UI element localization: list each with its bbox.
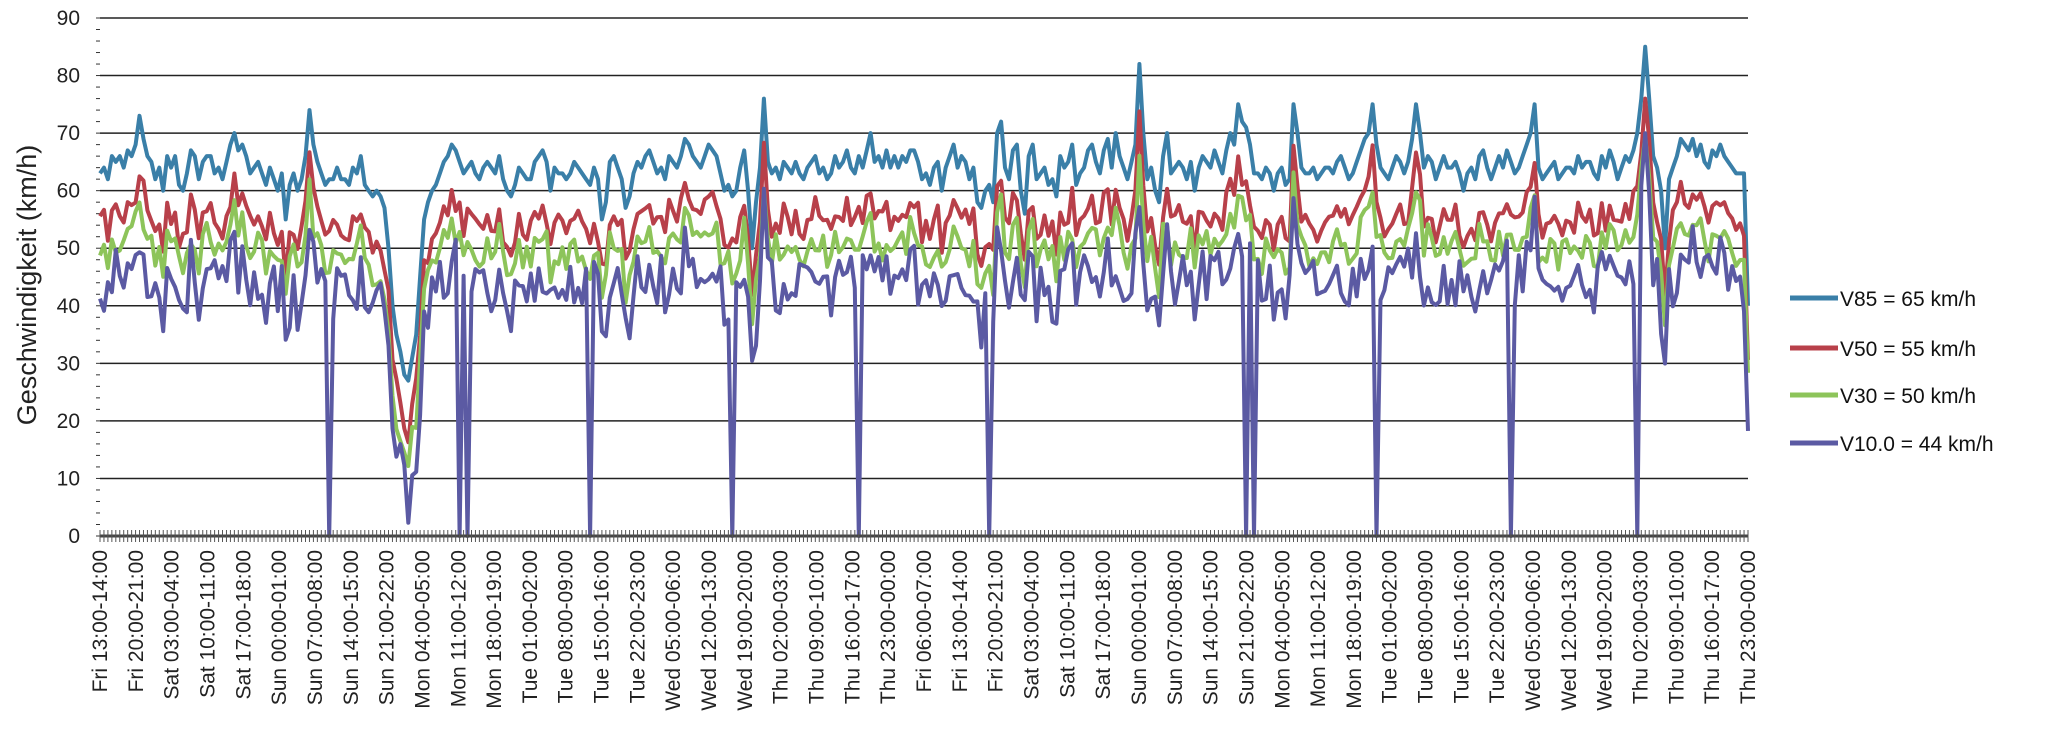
x-tick-label: Thu 23:00-00:00 [877,550,900,704]
x-tick-label: Mon 11:00-12:00 [1307,550,1330,707]
x-tick-label: Tue 15:00-16:00 [591,550,614,703]
x-tick-label: Fri 13:00-14:00 [949,550,972,692]
x-tick-label: Fri 06:00-07:00 [913,550,936,692]
x-tick-label: Sun 00:00-01:00 [1128,550,1151,705]
x-tick-label: Tue 22:00-23:00 [626,550,649,703]
y-tick-label: 20 [57,410,80,433]
x-tick-label: Wed 05:00-06:00 [1522,550,1545,711]
y-tick-label: 50 [57,237,80,260]
x-tick-label: Mon 11:00-12:00 [447,550,470,707]
x-tick-label: Sun 07:00-08:00 [1164,550,1187,705]
x-tick-label: Mon 18:00-19:00 [1343,550,1366,709]
y-tick-label: 0 [68,525,80,548]
x-tick-label: Mon 04:00-05:00 [1271,550,1294,709]
x-tick-label: Tue 22:00-23:00 [1486,550,1509,703]
series-v10 [98,131,1750,538]
legend-item-v50: V50 = 55 km/h [1790,338,1976,361]
y-axis-label: Geschwindigkeit (km/h) [12,145,42,426]
series-v50 [98,96,1750,445]
legend-label-v10: V10.0 = 44 km/h [1840,433,1994,456]
x-tick-label: Sat 17:00-18:00 [1092,550,1115,699]
x-tick-label: Mon 18:00-19:00 [483,550,506,709]
x-tick-label: Thu 09:00-10:00 [806,550,829,704]
x-tick-label: Fri 13:00-14:00 [89,550,112,692]
series-lines [98,44,1750,538]
x-tick-label: Tue 15:00-16:00 [1450,550,1473,703]
x-tick-label: Thu 16:00-17:00 [841,550,864,704]
x-tick-label: Sun 07:00-08:00 [304,550,327,705]
x-tick-label: Sun 00:00-01:00 [268,550,291,705]
y-tick-label: 10 [57,467,80,490]
x-tick-label: Thu 02:00-03:00 [1630,550,1653,704]
legend-item-v30: V30 = 50 km/h [1790,385,1976,408]
x-tick-label: Sun 14:00-15:00 [1200,550,1223,705]
x-tick-label: Sun 14:00-15:00 [340,550,363,705]
y-tick-label: 80 [57,65,80,88]
x-tick-label: Wed 19:00-20:00 [1594,550,1617,711]
x-tick-label: Sun 21:00-22:00 [1235,550,1258,705]
x-tick-label: Fri 20:00-21:00 [985,550,1008,692]
x-tick-label: Tue 08:00-09:00 [555,550,578,703]
series-v30 [98,134,1750,468]
x-tick-label: Tue 01:00-02:00 [519,550,542,703]
y-axis-ticks: 0 10 20 30 40 50 60 70 80 90 [57,7,100,548]
x-tick-label: Tue 01:00-02:00 [1379,550,1402,703]
x-tick-label: Sat 10:00-11:00 [197,550,220,698]
y-tick-label: 60 [57,180,80,203]
x-tick-label: Sat 10:00-11:00 [1056,550,1079,698]
x-tick-label: Wed 19:00-20:00 [734,550,757,711]
x-tick-label: Sat 17:00-18:00 [232,550,255,699]
x-tick-label: Wed 05:00-06:00 [662,550,685,711]
x-tick-label: Sun 21:00-22:00 [376,550,399,705]
legend-label-v85: V85 = 65 km/h [1840,288,1976,311]
legend: V85 = 65 km/h V50 = 55 km/h V30 = 50 km/… [1790,288,1994,456]
y-tick-label: 30 [57,352,80,375]
x-tick-label: Thu 16:00-17:00 [1701,550,1724,704]
legend-item-v10: V10.0 = 44 km/h [1790,433,1994,456]
x-tick-label: Wed 12:00-13:00 [698,550,721,711]
x-tick-label: Mon 04:00-05:00 [411,550,434,709]
x-tick-label: Wed 12:00-13:00 [1558,550,1581,711]
x-tick-label: Thu 02:00-03:00 [770,550,793,704]
x-axis [99,530,1749,542]
x-tick-label: Thu 23:00-00:00 [1737,550,1760,704]
x-tick-label: Tue 08:00-09:00 [1415,550,1438,703]
x-axis-tick-labels: Fri 13:00-14:00 Fri 20:00-21:00 Sat 03:00-… [89,550,1760,711]
x-tick-label: Sat 03:00-04:00 [1021,550,1044,699]
y-tick-label: 70 [57,122,80,145]
series-v85 [98,44,1750,383]
legend-label-v30: V30 = 50 km/h [1840,385,1976,408]
x-tick-label: Thu 09:00-10:00 [1665,550,1688,704]
x-tick-label: Sat 03:00-04:00 [161,550,184,699]
legend-label-v50: V50 = 55 km/h [1840,338,1976,361]
x-tick-label: Fri 20:00-21:00 [125,550,148,692]
y-tick-label: 90 [57,7,80,30]
legend-item-v85: V85 = 65 km/h [1790,288,1976,311]
y-tick-label: 40 [57,295,80,318]
